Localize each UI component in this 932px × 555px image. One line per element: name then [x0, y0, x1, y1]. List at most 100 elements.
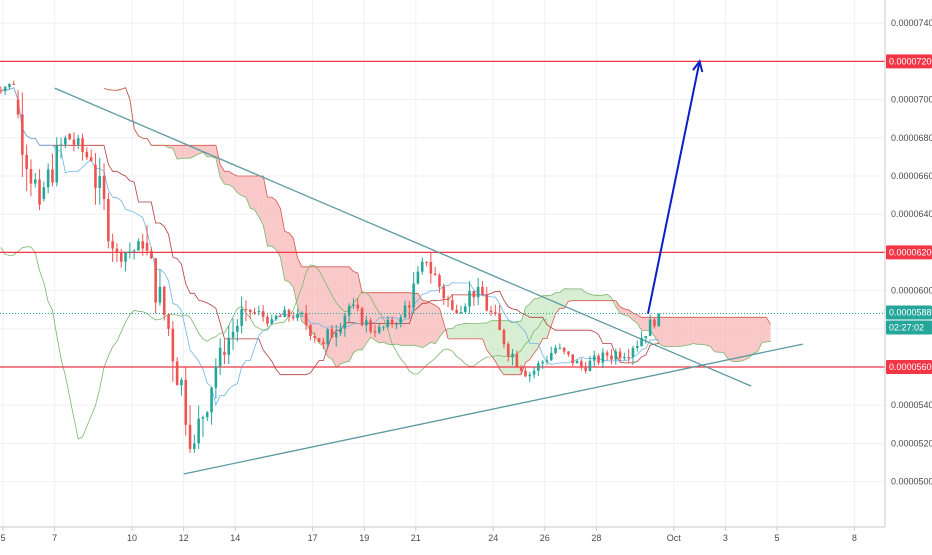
candle-body [275, 316, 278, 319]
cloud-segment [753, 317, 757, 353]
candle-body [129, 251, 132, 252]
candle-body [223, 352, 226, 355]
candle-body [399, 317, 402, 324]
candle-body [103, 176, 106, 199]
cloud-segment [702, 317, 706, 345]
candle-body [511, 354, 514, 357]
candle-body [602, 353, 605, 363]
time-tick-label: 19 [359, 533, 369, 543]
candle-body [550, 353, 553, 360]
candle-body [339, 329, 342, 333]
candle-body [253, 312, 256, 313]
candle-body [159, 287, 162, 303]
candle-body [477, 287, 480, 297]
candle-body [266, 317, 269, 324]
level-top-badge: 0.00007200 [889, 56, 932, 66]
candle-body [447, 298, 450, 300]
grid [0, 0, 885, 527]
candle-body [649, 320, 652, 337]
candle-body [653, 320, 656, 327]
candle-body [503, 330, 506, 344]
candle-body [25, 155, 28, 169]
lagging-span-line [1, 247, 547, 439]
candle-body [361, 308, 364, 325]
candle-body [55, 145, 58, 182]
candle-body [288, 310, 291, 317]
cloud-segment [470, 324, 474, 339]
candle-body [533, 371, 536, 375]
candle-body [593, 356, 596, 361]
cloud-segment [706, 317, 710, 346]
cloud-segment [672, 317, 676, 346]
time-tick-label: 28 [591, 533, 601, 543]
time-tick-label: 7 [52, 533, 57, 543]
candle-body [412, 284, 415, 308]
candle-body [197, 419, 200, 444]
cloud-segment [250, 176, 254, 210]
candle-body [455, 310, 458, 314]
candle-body [322, 342, 325, 344]
candle-body [150, 251, 153, 258]
candle-body [73, 139, 76, 144]
candle-body [305, 313, 308, 325]
candle-body [430, 262, 433, 274]
cloud-segment [474, 324, 478, 339]
candle-body [657, 314, 660, 327]
candle-body [567, 352, 570, 355]
candle-body [619, 352, 622, 359]
candle-body [318, 338, 321, 342]
cloud-segment [181, 145, 185, 158]
cloud-segment [577, 289, 581, 301]
candle-body [137, 241, 140, 250]
candle-body [546, 360, 549, 362]
ichimoku-cloud [104, 88, 771, 375]
candle-body [107, 199, 110, 241]
cloud-segment [594, 295, 598, 300]
candle-body [21, 114, 24, 154]
candle-body [60, 145, 63, 146]
candle-body [30, 169, 33, 183]
cloud-segment [491, 321, 495, 362]
cloud-segment [685, 317, 689, 345]
candle-body [219, 348, 222, 366]
candle-body [210, 388, 213, 413]
cloud-segment [732, 317, 736, 361]
candle-body [516, 354, 519, 367]
candle-body [17, 100, 20, 115]
cloud-segment [272, 197, 276, 249]
candle-body [434, 274, 437, 276]
candle-body [262, 311, 265, 317]
candle-body [0, 91, 2, 92]
price-tick-label: 0.00005000 [891, 477, 932, 487]
candle-body [554, 348, 557, 353]
candle-body [352, 305, 355, 306]
candle-body [301, 313, 304, 314]
candle-body [34, 179, 37, 183]
cloud-segment [663, 317, 667, 347]
cloud-segment [762, 317, 766, 342]
cloud-segment [448, 329, 452, 339]
cloud-segment [366, 293, 370, 344]
candle-body [541, 362, 544, 364]
time-tick-label: 5 [774, 533, 779, 543]
cloud-segment [693, 317, 697, 344]
candle-body [8, 84, 11, 87]
candle-body [296, 314, 299, 319]
candle-body [116, 249, 119, 253]
candle-body [369, 320, 372, 331]
candle-body [421, 262, 424, 272]
cloud-segment [543, 296, 547, 339]
cloud-segment [276, 201, 280, 258]
candle-body [451, 300, 454, 310]
cloud-segment [723, 317, 727, 358]
candle-body [387, 320, 390, 327]
candle-body [167, 315, 170, 329]
candle-body [580, 361, 583, 367]
cloud-segment [427, 301, 431, 345]
cloud-segment [431, 303, 435, 344]
cloud-segment [736, 317, 740, 361]
